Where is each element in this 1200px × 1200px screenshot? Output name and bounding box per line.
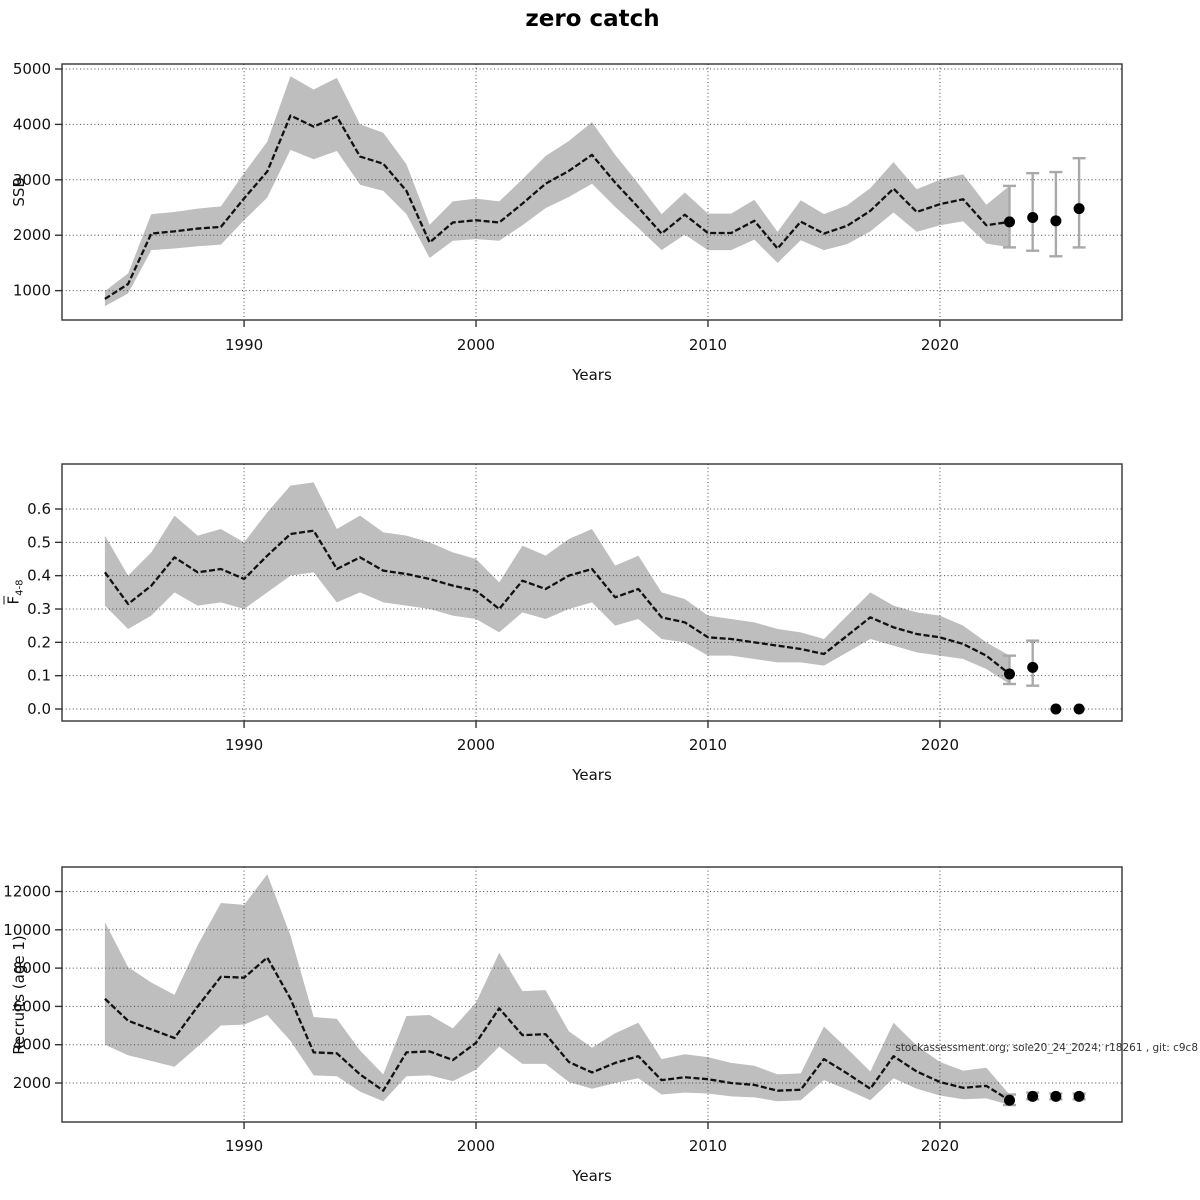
recruits-gridlines [62, 867, 1122, 1122]
fbar-forecast [1003, 639, 1085, 715]
fbar-y-tick-label: 0.2 [27, 633, 51, 651]
panel-ssb: 1000 2000 3000 4000 5000 1990 2000 2010 2020 [13, 60, 1123, 354]
ssb-x-axis-label: Years [572, 366, 612, 384]
fbar-axis-ticks [55, 508, 941, 728]
fbar-plot-box [61, 463, 1123, 722]
recruits-x-tick-label: 2020 [921, 1137, 959, 1155]
recruits-tick-labels: 2000 4000 6000 8000 10000 12000 1990 2000 2010 20… [3, 883, 959, 1155]
ssb-y-axis-label: SSB [10, 177, 28, 207]
recruits-y-tick-label: 4000 [13, 1036, 51, 1054]
ssb-gridlines [62, 64, 1122, 320]
ssb-error-bar [1072, 156, 1086, 249]
ssb-confidence-band [104, 76, 1010, 307]
recruits-confidence-band [104, 874, 1010, 1106]
recruits-axis-ticks [55, 890, 941, 1129]
panel-recruits: 2000 4000 6000 8000 10000 12000 1990 2000 2010 20… [3, 866, 1123, 1155]
fbar-forecast-dot [1004, 668, 1016, 680]
ssb-x-tick-label: 1990 [225, 336, 263, 354]
ssb-y-tick-label: 5000 [13, 60, 51, 78]
ssb-plot-box [61, 63, 1123, 321]
fbar-forecast-dot [1050, 703, 1062, 715]
fbar-y-tick-label: 0.1 [27, 667, 51, 685]
ssb-tick-labels: 1000 2000 3000 4000 5000 1990 2000 2010 2020 [13, 60, 959, 354]
recruits-y-axis-label: Recruits (age 1) [10, 935, 28, 1055]
recruits-y-tick-label: 8000 [13, 959, 51, 977]
recruits-forecast-dot [1050, 1090, 1062, 1102]
fbar-y-tick-label: 0.4 [27, 567, 51, 585]
recruits-plot-box [61, 866, 1123, 1123]
recruits-y-tick-label: 2000 [13, 1074, 51, 1092]
recruits-x-axis-label: Years [572, 1167, 612, 1185]
fbar-x-tick-label: 2010 [689, 736, 727, 754]
ssb-x-tick-label: 2000 [457, 336, 495, 354]
recruits-forecast-dot [1073, 1090, 1085, 1102]
watermark-text: stockassessment.org; sole20_24_2024; r18… [895, 1042, 1198, 1054]
recruits-x-tick-label: 2010 [689, 1137, 727, 1155]
fbar-x-tick-label: 1990 [225, 736, 263, 754]
recruits-estimate-line [104, 956, 1011, 1102]
fbar-tick-labels: 0.0 0.1 0.2 0.3 0.4 0.5 0.6 1990 2000 2010 2020 [27, 500, 959, 754]
figure-title: zero catch [525, 6, 660, 32]
fbar-y-tick-label: 0.6 [27, 500, 51, 518]
fbar-label-sub: 4-8 [14, 579, 26, 596]
recruits-x-tick-label: 2000 [457, 1137, 495, 1155]
fbar-x-axis-label: Years [572, 766, 612, 784]
fbar-y-axis-label: F4-8 [5, 580, 26, 605]
recruits-y-tick-label: 10000 [3, 921, 51, 939]
fbar-x-tick-label: 2020 [921, 736, 959, 754]
ssb-axis-ticks [55, 68, 941, 327]
fbar-y-tick-label: 0.0 [27, 700, 51, 718]
ssb-y-tick-label: 3000 [13, 171, 51, 189]
recruits-y-tick-label: 12000 [3, 883, 51, 901]
fbar-forecast-dot [1027, 661, 1039, 673]
fbar-gridlines [62, 464, 1122, 721]
fbar-estimate-line [103, 529, 1011, 675]
recruits-forecast-dot [1004, 1094, 1016, 1106]
ssb-error-bar [1049, 170, 1063, 258]
fbar-y-tick-label: 0.3 [27, 600, 51, 618]
ssb-y-tick-label: 2000 [13, 226, 51, 244]
fbar-x-tick-label: 2000 [457, 736, 495, 754]
ssb-forecast-dot [1027, 211, 1039, 223]
ssb-estimate-line [104, 114, 1010, 300]
fbar-label-main: F [4, 595, 23, 605]
ssb-forecast-dot [1073, 203, 1085, 215]
recruits-x-tick-label: 1990 [225, 1137, 263, 1155]
ssb-error-bar [1026, 171, 1040, 252]
ssb-y-tick-label: 4000 [13, 115, 51, 133]
ssb-y-tick-label: 1000 [13, 282, 51, 300]
ssb-forecast [1003, 156, 1086, 258]
ssb-x-tick-label: 2020 [921, 336, 959, 354]
recruits-forecast [1003, 1090, 1086, 1107]
fbar-forecast-dot [1073, 703, 1085, 715]
ssb-forecast-dot [1050, 215, 1062, 227]
recruits-y-tick-label: 6000 [13, 997, 51, 1015]
ssb-x-tick-label: 2010 [689, 336, 727, 354]
recruits-forecast-dot [1027, 1090, 1039, 1102]
panel-fbar: 0.0 0.1 0.2 0.3 0.4 0.5 0.6 1990 2000 2010 2020 [27, 463, 1123, 754]
fbar-y-tick-label: 0.5 [27, 533, 51, 551]
ssb-forecast-dot [1004, 216, 1016, 228]
